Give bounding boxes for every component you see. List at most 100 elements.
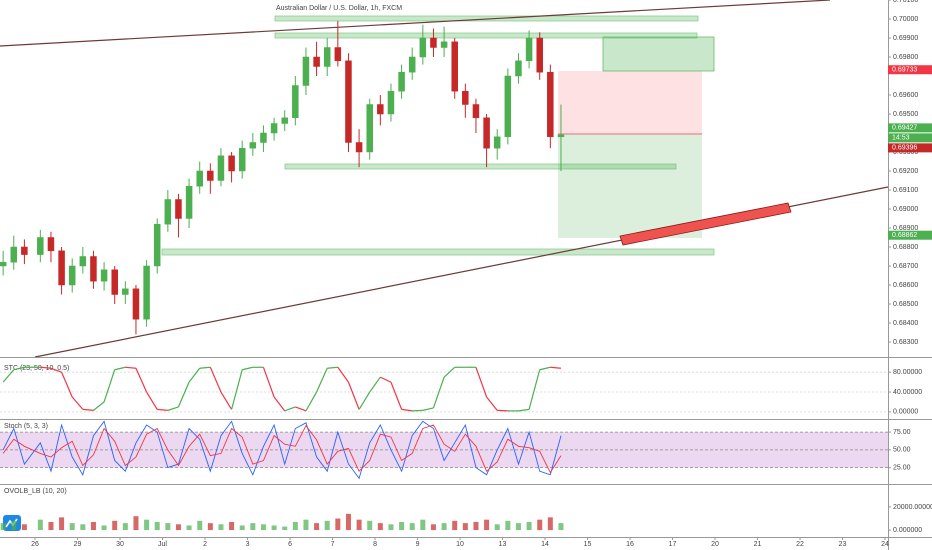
x-tick-label: 20: [711, 541, 719, 548]
candle-body: [313, 56, 320, 67]
stc-segment: [390, 381, 403, 410]
x-tick-label: 23: [839, 541, 847, 548]
candle-body: [68, 265, 76, 286]
volume-bar: [165, 523, 171, 531]
x-tick-label: 14: [541, 541, 549, 548]
candle-body: [525, 37, 533, 62]
volume-bar: [515, 523, 521, 531]
candle-body: [493, 136, 501, 149]
price-label: 0.68862: [892, 232, 917, 239]
candle-body: [21, 246, 28, 255]
x-tick-label: 9: [416, 541, 420, 548]
y-tick-label: 50.00: [893, 447, 911, 454]
candle-body: [207, 170, 214, 181]
x-tick-label: 13: [499, 541, 507, 548]
volume-bar: [494, 524, 500, 531]
candle-body: [302, 56, 310, 86]
x-tick-label: 7: [331, 541, 335, 548]
volume-bar: [420, 519, 426, 531]
stc-segment: [71, 396, 84, 410]
x-tick-label: 26: [31, 541, 39, 548]
candle-body: [440, 41, 448, 48]
volume-bar: [452, 520, 458, 531]
stc-segment: [443, 366, 456, 378]
candle-body: [366, 104, 373, 153]
candle-body: [217, 155, 225, 181]
volume-bar: [473, 521, 479, 531]
volume-bar: [239, 525, 245, 531]
volume-bar: [48, 521, 54, 531]
stc-segment: [199, 366, 211, 369]
candle-body: [483, 117, 490, 149]
x-tick-label: 24: [881, 541, 889, 548]
stc-segment: [422, 407, 434, 411]
price-label-bg: [888, 65, 932, 75]
target-zone: [558, 134, 702, 238]
y-tick-label: 0.68600: [893, 282, 918, 289]
volume-bar: [292, 521, 298, 531]
y-tick-label: 0.70100: [893, 0, 918, 4]
stc-segment: [475, 367, 488, 398]
x-tick-label: 22: [796, 541, 804, 548]
zone: [274, 32, 698, 39]
y-tick-label: 0.69600: [893, 92, 918, 99]
stc-segment: [40, 366, 52, 369]
y-tick-label: 0.69200: [893, 168, 918, 175]
candle-body: [377, 104, 384, 115]
stc-segment: [432, 376, 445, 409]
y-tick-label: 80.00000: [893, 369, 922, 376]
stc-segment: [209, 367, 222, 393]
stoch-line: [2, 420, 562, 480]
candle-body: [270, 123, 278, 134]
candle-body: [408, 56, 416, 73]
volume-bar: [367, 520, 373, 531]
candle-body: [122, 288, 129, 295]
candle-body: [228, 155, 235, 172]
y-tick-label: 0.68800: [893, 244, 918, 251]
stc-segment: [125, 366, 137, 369]
volume-bar: [335, 518, 341, 531]
candle-body: [249, 142, 257, 149]
volume-bar: [314, 523, 320, 531]
x-tick-label: 21: [754, 541, 762, 548]
stc-segment: [231, 369, 243, 410]
volume-bar: [345, 513, 351, 531]
volume-bar: [377, 523, 383, 531]
volume-bar: [197, 520, 203, 531]
stc-segment: [550, 366, 562, 369]
pane-title: OVOLB_LB (10, 20): [4, 488, 67, 495]
y-tick-label: 0.00000: [893, 409, 918, 416]
target-box: [602, 36, 715, 72]
stc-segment: [135, 368, 148, 393]
x-tick-label: 6: [288, 541, 292, 548]
stc-segment: [316, 368, 328, 393]
y-tick-label: 20000.000000: [893, 504, 932, 511]
candle-body: [345, 60, 352, 143]
x-tick-label: 29: [74, 541, 82, 548]
stc-segment: [242, 366, 253, 371]
stc-segment: [13, 366, 25, 371]
y-tick-label: 0.69900: [893, 35, 918, 42]
volume-bar: [101, 525, 107, 531]
candle-body: [79, 256, 87, 267]
stc-segment: [262, 367, 275, 398]
volume-bar: [69, 523, 75, 531]
volume-bar: [144, 519, 150, 531]
y-tick-label: 0.69100: [893, 187, 918, 194]
stc-segment: [305, 391, 318, 412]
volume-bar: [505, 520, 511, 531]
y-tick-label: 0.70000: [893, 16, 918, 23]
candle-body: [451, 41, 458, 92]
chart-title: Australian Dollar / U.S. Dollar, 1h, FXC…: [276, 5, 402, 12]
x-tick-label: 17: [669, 541, 677, 548]
candle-body: [323, 47, 331, 67]
stc-segment: [157, 408, 168, 411]
volume-bar: [122, 523, 128, 531]
candle-body: [0, 261, 7, 267]
candle-body: [398, 71, 405, 92]
volume-bar: [11, 520, 17, 531]
volume-bar: [59, 517, 65, 531]
countdown-bg: [888, 133, 932, 143]
volume-bar: [21, 524, 27, 531]
